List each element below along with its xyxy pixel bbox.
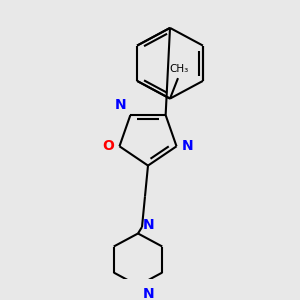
Text: N: N [143, 287, 154, 300]
Text: N: N [115, 98, 126, 112]
Text: CH₃: CH₃ [169, 64, 189, 74]
Text: N: N [182, 139, 193, 153]
Text: O: O [103, 139, 115, 153]
Text: N: N [143, 218, 154, 232]
